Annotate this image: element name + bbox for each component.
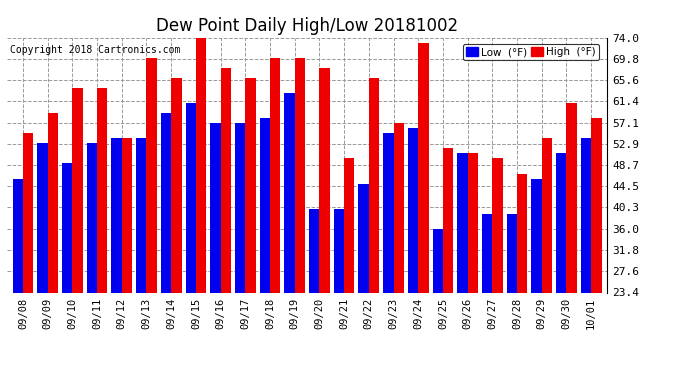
Bar [369, 78, 380, 292]
Text: Copyright 2018 Cartronics.com: Copyright 2018 Cartronics.com [10, 45, 180, 55]
Bar [171, 78, 181, 292]
Bar [482, 214, 493, 292]
Legend: Low  (°F), High  (°F): Low (°F), High (°F) [462, 44, 599, 60]
Bar [581, 138, 591, 292]
Bar [433, 229, 443, 292]
Bar [358, 184, 369, 292]
Title: Dew Point Daily High/Low 20181002: Dew Point Daily High/Low 20181002 [156, 16, 458, 34]
Bar [72, 88, 83, 292]
Bar [319, 68, 330, 292]
Bar [591, 118, 602, 292]
Bar [210, 123, 221, 292]
Bar [121, 138, 132, 292]
Bar [408, 128, 418, 292]
Bar [566, 103, 577, 292]
Bar [556, 153, 566, 292]
Bar [221, 68, 231, 292]
Bar [235, 123, 245, 292]
Bar [468, 153, 478, 292]
Bar [493, 159, 503, 292]
Bar [186, 103, 196, 292]
Bar [309, 209, 319, 292]
Bar [245, 78, 256, 292]
Bar [111, 138, 121, 292]
Bar [457, 153, 468, 292]
Bar [443, 148, 453, 292]
Bar [161, 113, 171, 292]
Bar [418, 42, 428, 292]
Bar [259, 118, 270, 292]
Bar [136, 138, 146, 292]
Bar [506, 214, 517, 292]
Bar [517, 174, 527, 292]
Bar [383, 133, 393, 292]
Bar [87, 143, 97, 292]
Bar [196, 33, 206, 292]
Bar [344, 159, 355, 292]
Bar [542, 138, 552, 292]
Bar [284, 93, 295, 292]
Bar [334, 209, 344, 292]
Bar [62, 164, 72, 292]
Bar [393, 123, 404, 292]
Bar [295, 58, 305, 292]
Bar [48, 113, 58, 292]
Bar [146, 58, 157, 292]
Bar [531, 178, 542, 292]
Bar [270, 58, 280, 292]
Bar [23, 133, 33, 292]
Bar [37, 143, 48, 292]
Bar [97, 88, 108, 292]
Bar [12, 178, 23, 292]
